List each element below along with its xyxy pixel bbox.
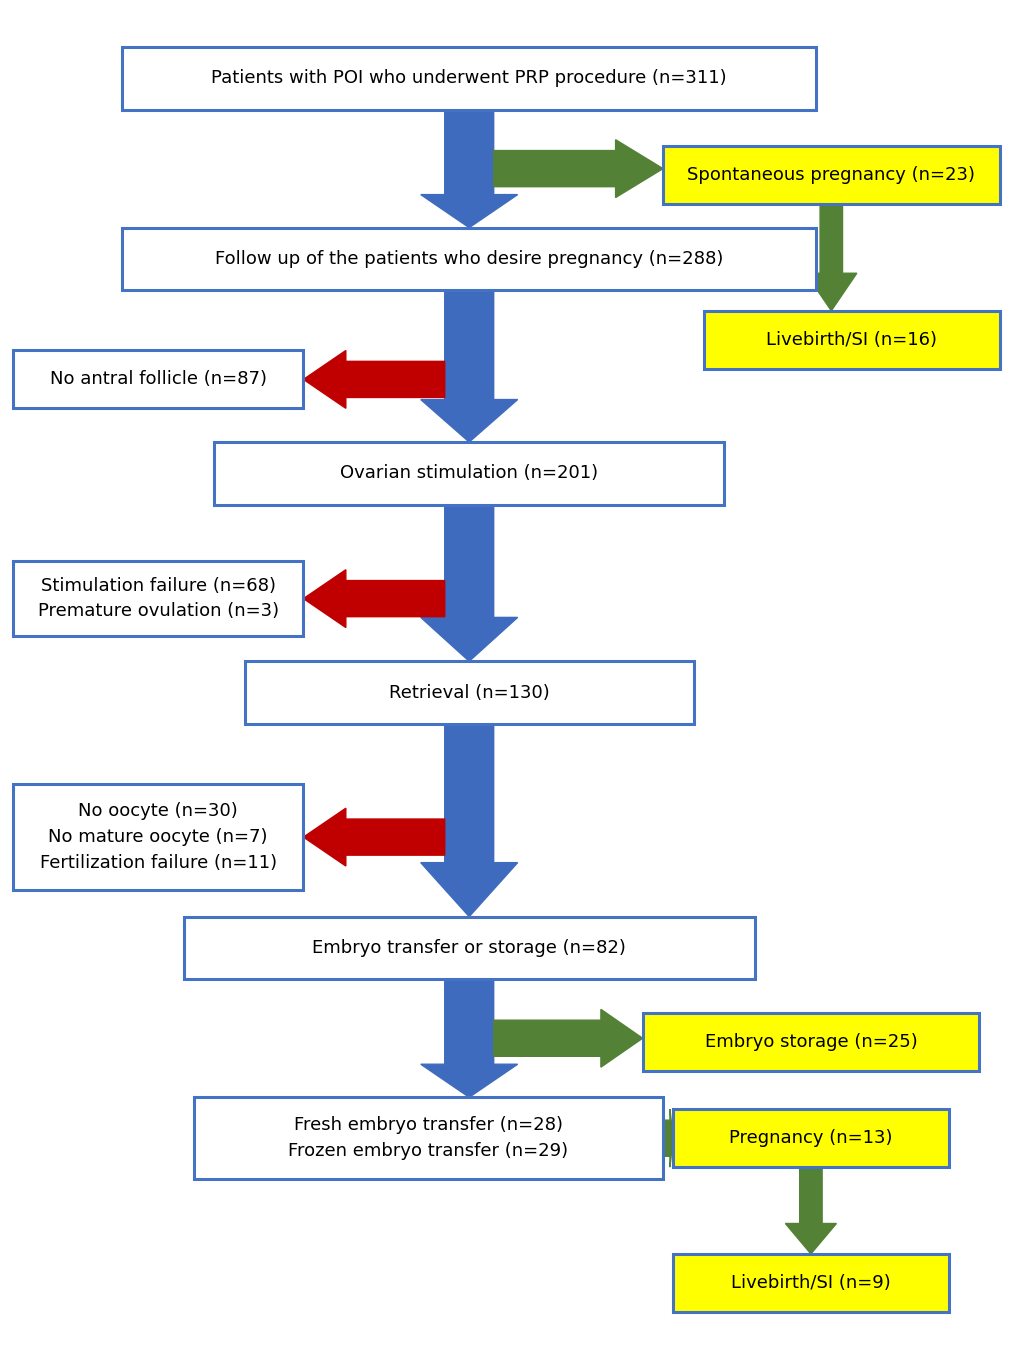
Text: Ovarian stimulation (n=201): Ovarian stimulation (n=201): [339, 464, 598, 483]
FancyBboxPatch shape: [122, 47, 815, 109]
Text: No oocyte (n=30)
No mature oocyte (n=7)
Fertilization failure (n=11): No oocyte (n=30) No mature oocyte (n=7) …: [40, 803, 276, 871]
FancyArrow shape: [421, 979, 518, 1097]
FancyArrow shape: [805, 204, 856, 310]
FancyBboxPatch shape: [662, 146, 999, 204]
FancyBboxPatch shape: [194, 1097, 662, 1179]
FancyArrow shape: [304, 351, 444, 409]
Text: Stimulation failure (n=68)
Premature ovulation (n=3): Stimulation failure (n=68) Premature ovu…: [38, 577, 278, 621]
FancyBboxPatch shape: [183, 916, 754, 979]
FancyArrow shape: [493, 1009, 642, 1067]
FancyBboxPatch shape: [673, 1109, 948, 1167]
Text: Embryo transfer or storage (n=82): Embryo transfer or storage (n=82): [312, 939, 626, 956]
FancyBboxPatch shape: [642, 1013, 978, 1071]
FancyArrow shape: [785, 1167, 836, 1253]
Text: Pregnancy (n=13): Pregnancy (n=13): [729, 1129, 892, 1147]
FancyBboxPatch shape: [245, 661, 693, 724]
FancyArrow shape: [421, 290, 518, 442]
FancyArrow shape: [304, 808, 444, 866]
Text: No antral follicle (n=87): No antral follicle (n=87): [50, 371, 266, 389]
Text: Follow up of the patients who desire pregnancy (n=288): Follow up of the patients who desire pre…: [215, 250, 722, 268]
Text: Spontaneous pregnancy (n=23): Spontaneous pregnancy (n=23): [687, 166, 974, 183]
FancyBboxPatch shape: [13, 561, 304, 635]
FancyArrow shape: [421, 109, 518, 228]
FancyBboxPatch shape: [673, 1253, 948, 1311]
FancyArrow shape: [304, 569, 444, 627]
FancyArrow shape: [421, 505, 518, 661]
FancyBboxPatch shape: [13, 351, 304, 409]
Text: Livebirth/SI (n=16): Livebirth/SI (n=16): [765, 331, 936, 348]
FancyArrow shape: [662, 1109, 673, 1167]
Text: Livebirth/SI (n=9): Livebirth/SI (n=9): [731, 1273, 890, 1292]
FancyBboxPatch shape: [122, 228, 815, 290]
FancyArrow shape: [421, 724, 518, 916]
Text: Retrieval (n=130): Retrieval (n=130): [388, 684, 549, 701]
Text: Fresh embryo transfer (n=28)
Frozen embryo transfer (n=29): Fresh embryo transfer (n=28) Frozen embr…: [288, 1117, 568, 1160]
FancyBboxPatch shape: [214, 442, 723, 505]
Text: Patients with POI who underwent PRP procedure (n=311): Patients with POI who underwent PRP proc…: [211, 69, 727, 88]
Text: Embryo storage (n=25): Embryo storage (n=25): [704, 1033, 916, 1051]
FancyBboxPatch shape: [13, 784, 304, 890]
FancyArrow shape: [493, 140, 662, 197]
FancyBboxPatch shape: [703, 310, 999, 368]
